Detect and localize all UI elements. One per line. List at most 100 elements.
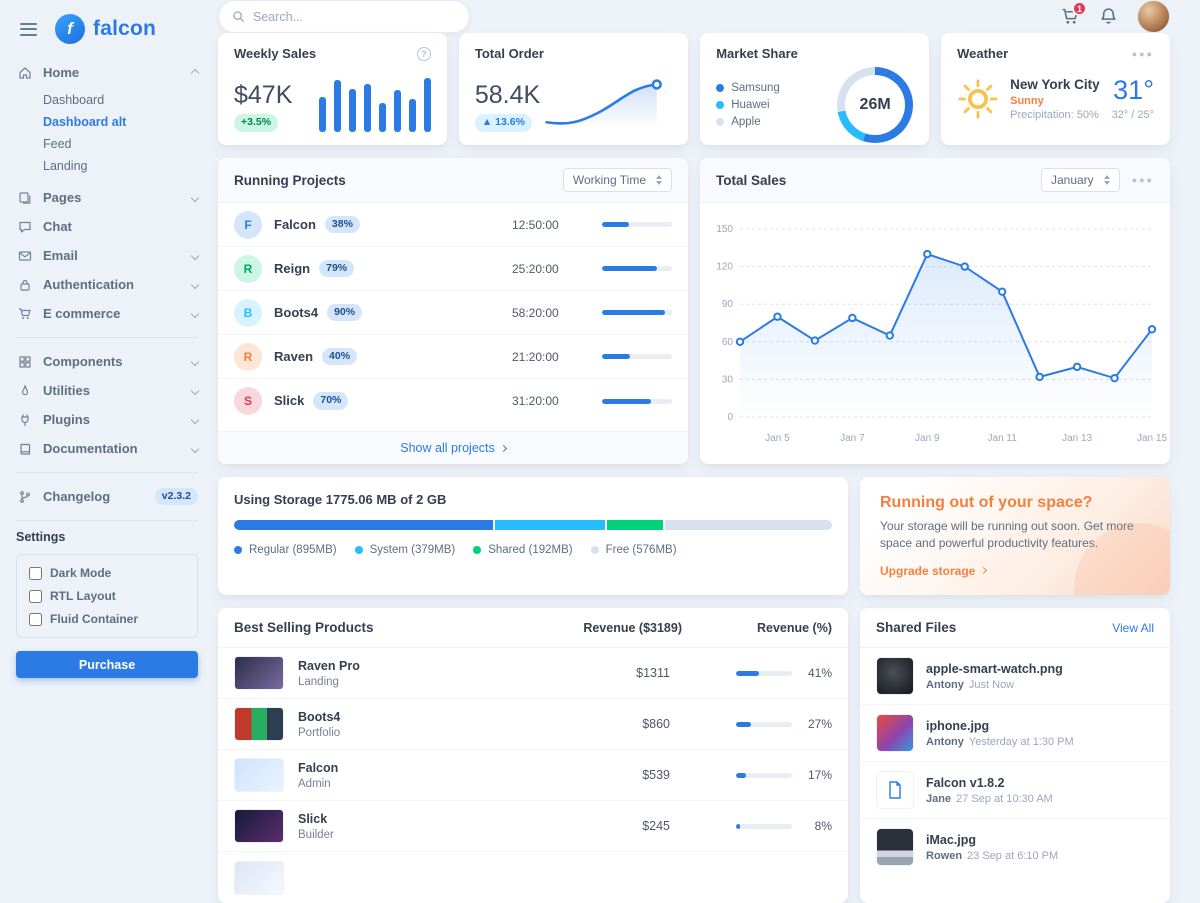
project-percent-badge: 40% [322,347,358,366]
help-icon[interactable]: ? [416,46,431,61]
project-avatar: B [234,298,262,327]
notifications-button[interactable] [1099,7,1118,26]
month-select[interactable]: January [1040,168,1120,192]
product-name-link[interactable]: Falcon [298,761,339,775]
revenue-percent: 41% [807,666,832,680]
sidebar-item-changelog[interactable]: Changelog v2.3.2 [16,482,198,511]
svg-text:90: 90 [722,299,734,310]
legend-dot [716,118,725,126]
project-name-link[interactable]: Reign [274,260,311,276]
more-options-icon[interactable]: ●●● [1131,48,1154,59]
sidebar-item-documentation[interactable]: Documentation [16,434,200,463]
sidebar-item-feed[interactable]: Feed [43,137,72,151]
dark-mode-checkbox[interactable] [29,566,42,580]
card-title: Running Projects [234,172,346,188]
file-time: Just Now [968,679,1015,691]
cart-button[interactable]: 1 [1061,1,1087,26]
total-sales-line-chart: 0 30 60 90 120 150 Jan 5 Jan 7 Jan 9 Jan 11 Jan 13… [716,224,1167,444]
storage-legend: Regular (895MB) System (379MB) Shared (1… [234,544,832,556]
weekly-sales-value: $47K [234,81,293,110]
working-time-select[interactable]: Working Time [562,168,672,192]
upgrade-storage-link[interactable]: Upgrade storage [880,564,988,578]
sidebar-item-chat[interactable]: Chat [16,212,198,241]
sidebar-item-utilities[interactable]: Utilities [16,376,200,405]
product-thumbnail[interactable] [234,809,284,843]
project-name-link[interactable]: Falcon [274,216,316,232]
fluid-container-toggle[interactable]: Fluid Container [29,612,185,626]
search-input[interactable] [253,9,456,24]
sidebar-item-plugins[interactable]: Plugins [16,405,200,434]
show-all-projects-link[interactable]: Show all projects [400,441,507,455]
menu-toggle-icon[interactable] [16,19,41,40]
market-share-card: Market Share Samsung Huawei Apple 26M [700,33,930,145]
file-thumbnail[interactable] [876,657,914,695]
product-thumbnail[interactable] [234,656,284,690]
chevron-down-icon [190,251,200,260]
file-name-link[interactable]: iphone.jpg [926,719,990,733]
list-item: apple-smart-watch.png Antony Just Now [860,648,1170,705]
project-name-link[interactable]: Raven [274,348,314,364]
card-title: Market Share [716,46,798,61]
market-share-total: 26M [859,96,891,113]
file-name-link[interactable]: Falcon v1.8.2 [926,776,1005,790]
user-avatar[interactable] [1137,0,1170,33]
purchase-button[interactable]: Purchase [16,651,198,678]
sidebar-item-dashboard-alt[interactable]: Dashboard alt [43,115,127,129]
file-thumbnail[interactable] [876,714,914,752]
book-icon [16,442,33,456]
product-thumbnail[interactable] [234,860,284,895]
product-thumbnail[interactable] [234,758,284,792]
project-percent-badge: 90% [327,303,363,322]
sidebar-item-dashboard[interactable]: Dashboard [43,93,105,107]
file-time: 23 Sep at 6:10 PM [967,850,1059,862]
product-thumbnail[interactable] [234,707,284,741]
svg-text:Jan 11: Jan 11 [988,433,1018,444]
sidebar-item-components[interactable]: Components [16,347,200,376]
product-revenue: $245 [642,819,670,833]
rtl-layout-checkbox[interactable] [29,589,42,603]
revenue-percent: 17% [807,768,832,782]
search-bar[interactable] [218,0,470,33]
sidebar-item-landing[interactable]: Landing [43,159,88,173]
sidebar-item-authentication[interactable]: Authentication [16,270,200,299]
project-name-link[interactable]: Boots4 [274,304,319,320]
fluid-container-checkbox[interactable] [29,612,42,626]
sidebar-item-home[interactable]: Home [16,58,200,87]
legend-dot [234,546,242,554]
sidebar-item-ecommerce[interactable]: E commerce [16,299,200,328]
project-name-link[interactable]: Slick [274,393,305,409]
chevron-down-icon [190,309,200,318]
dark-mode-toggle[interactable]: Dark Mode [29,566,185,580]
svg-text:Jan 7: Jan 7 [840,433,865,444]
more-options-icon[interactable]: ●●● [1131,175,1154,185]
project-progress-bar [602,398,672,404]
product-name-link[interactable]: Slick [298,812,328,826]
table-row: Raven Pro Landing $1311 41% [218,648,848,699]
fire-icon [16,384,33,398]
view-all-link[interactable]: View All [1112,620,1154,635]
shared-files-card: Shared Files View All apple-smart-watch.… [860,608,1170,903]
total-order-value: 58.4K [474,81,541,110]
file-thumbnail[interactable] [876,828,914,866]
weather-precipitation: Precipitation: 50% [1010,108,1099,121]
chat-icon [16,220,33,234]
svg-text:Jan 13: Jan 13 [1062,433,1092,444]
project-progress-bar [602,222,672,227]
product-name-link[interactable]: Raven Pro [298,659,360,673]
product-revenue: $539 [642,768,670,782]
brand-logo[interactable]: f falcon [55,14,156,44]
project-avatar: S [234,387,262,415]
file-name-link[interactable]: apple-smart-watch.png [926,662,1063,676]
svg-text:Jan 15: Jan 15 [1137,433,1167,444]
sidebar-item-email[interactable]: Email [16,241,200,270]
sidebar-item-pages[interactable]: Pages [16,183,200,212]
file-thumbnail[interactable] [876,771,914,809]
project-time: 31:20:00 [512,394,559,408]
rtl-layout-toggle[interactable]: RTL Layout [29,589,185,603]
project-row: B Boots4 90% 58:20:00 [218,291,688,335]
card-title: Weather [957,46,1009,61]
file-name-link[interactable]: iMac.jpg [926,833,977,847]
chevron-up-icon [190,68,200,77]
product-name-link[interactable]: Boots4 [298,710,341,724]
chevron-down-icon [190,357,200,366]
